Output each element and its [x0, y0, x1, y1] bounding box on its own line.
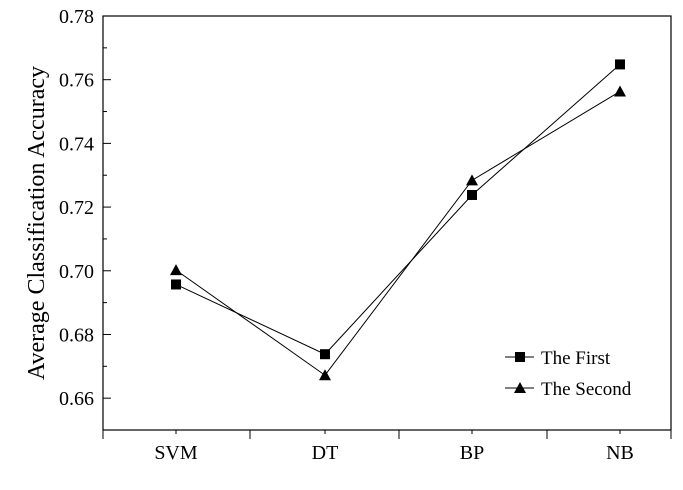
x-tick-label: NB: [606, 442, 634, 464]
data-point-square: [171, 279, 181, 289]
legend-item-first: The First: [505, 348, 611, 369]
y-tick-label: 0.72: [59, 197, 94, 219]
legend-item-second: The Second: [505, 379, 632, 400]
legend: The First The Second: [505, 348, 632, 400]
y-tick-label: 0.78: [59, 6, 94, 28]
data-point-triangle: [319, 369, 331, 380]
series-line-1: [176, 64, 620, 354]
legend-label-first: The First: [541, 348, 611, 369]
data-point-triangle: [614, 85, 626, 96]
y-axis-title: Average Classification Accuracy: [24, 66, 50, 380]
y-tick-label: 0.68: [59, 324, 94, 346]
legend-label-second: The Second: [541, 379, 632, 400]
series-line-2: [176, 91, 620, 375]
y-tick-label: 0.66: [59, 388, 94, 410]
data-point-triangle: [170, 264, 182, 275]
y-tick-label: 0.70: [59, 261, 94, 283]
data-point-square: [615, 59, 625, 69]
data-point-square: [320, 349, 330, 359]
data-point-triangle: [466, 174, 478, 185]
legend-marker-square: [515, 352, 525, 362]
x-tick-label: BP: [460, 442, 484, 464]
x-tick-label: DT: [312, 442, 339, 464]
x-tick-label: SVM: [154, 442, 198, 464]
y-tick-label: 0.76: [59, 70, 94, 92]
data-point-square: [467, 190, 477, 200]
y-tick-label: 0.74: [59, 133, 94, 155]
